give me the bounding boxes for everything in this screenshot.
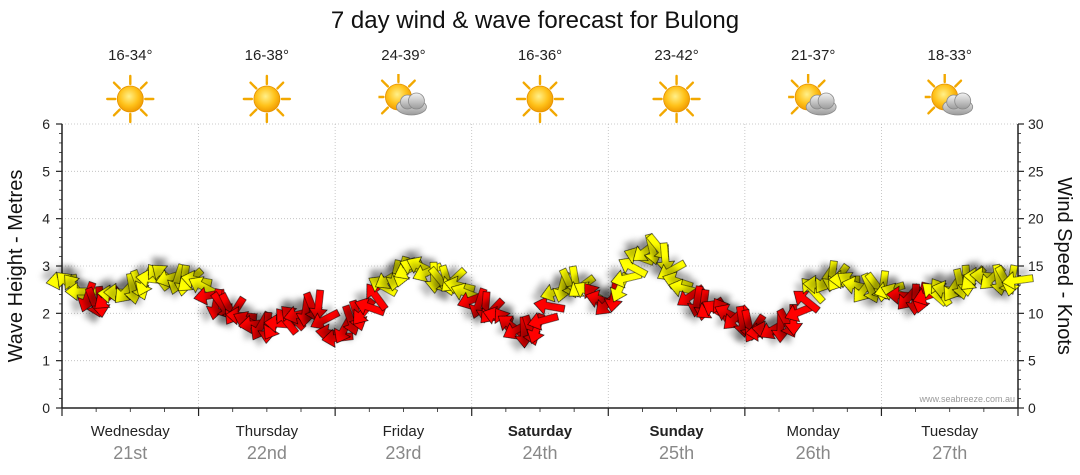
day-date: 22nd: [247, 443, 287, 463]
left-tick-label: 4: [42, 211, 50, 227]
watermark: www.seabreeze.com.au: [918, 394, 1015, 404]
left-tick-label: 6: [42, 116, 50, 132]
day-date: 23rd: [385, 443, 421, 463]
temp-range: 16-36°: [518, 47, 562, 64]
grid: [62, 123, 1018, 408]
sun-icon: [106, 74, 155, 124]
wind-arrow: [618, 257, 649, 279]
left-tick-label: 5: [42, 163, 50, 179]
right-tick-label: 30: [1028, 116, 1044, 132]
sun-icon: [652, 74, 701, 124]
temp-range: 16-34°: [108, 47, 152, 64]
temp-range: 18-33°: [928, 47, 972, 64]
day-name: Thursday: [236, 423, 299, 440]
day-date: 24th: [522, 443, 557, 463]
day-name: Sunday: [649, 423, 704, 440]
day-date: 25th: [659, 443, 694, 463]
sun-cloud-icon: [788, 74, 838, 117]
sun-cloud-icon: [924, 74, 974, 117]
wind-arrow: [533, 296, 566, 315]
wind-arrow: [308, 289, 328, 322]
day-date: 26th: [796, 443, 831, 463]
left-tick-label: 1: [42, 353, 50, 369]
day-labels: Wednesday 21st Thursday 22nd Friday 23rd Satur…: [91, 423, 979, 463]
right-tick-label: 25: [1028, 163, 1044, 179]
day-name: Tuesday: [921, 423, 978, 440]
wind-arrow: [310, 309, 341, 330]
temp-range: 24-39°: [381, 47, 425, 64]
temp-range: 23-42°: [654, 47, 698, 64]
chart-title: 7 day wind & wave forecast for Bulong: [331, 7, 739, 34]
left-tick-label: 3: [42, 258, 50, 274]
sun-icon: [515, 74, 565, 124]
left-axis-label: Wave Height - Metres: [5, 170, 27, 363]
sun-cloud-icon: [378, 74, 428, 117]
left-tick-label: 0: [42, 400, 50, 416]
day-date: 21st: [113, 443, 147, 463]
sun-icon: [242, 74, 292, 124]
day-name: Saturday: [508, 423, 573, 440]
day-name: Friday: [383, 423, 425, 440]
right-tick-label: 5: [1028, 353, 1036, 369]
day-name: Wednesday: [91, 423, 170, 440]
axis-ticks: 0 1 2 3 4 5 6 0 5 10 15 20 25 30: [42, 116, 1044, 416]
day-name: Monday: [786, 423, 840, 440]
day-date: 27th: [932, 443, 967, 463]
wind-arrow: [527, 312, 559, 331]
left-tick-label: 2: [42, 305, 50, 321]
wind-arrows: [45, 233, 1034, 349]
temp-range: 16-38°: [245, 47, 289, 64]
right-tick-label: 0: [1028, 400, 1036, 416]
wind-arrow: [1001, 271, 1034, 291]
right-axis-label: Wind Speed - Knots: [1053, 177, 1075, 355]
right-tick-label: 20: [1028, 211, 1044, 227]
temp-range: 21-37°: [791, 47, 835, 64]
wind-arrow: [793, 290, 821, 314]
right-tick-label: 15: [1028, 258, 1044, 274]
right-tick-label: 10: [1028, 305, 1044, 321]
daily-weather-header: 16-34° 16-38° 24-39° 16-36° 23-42° 21-37° 18-3…: [106, 47, 974, 124]
